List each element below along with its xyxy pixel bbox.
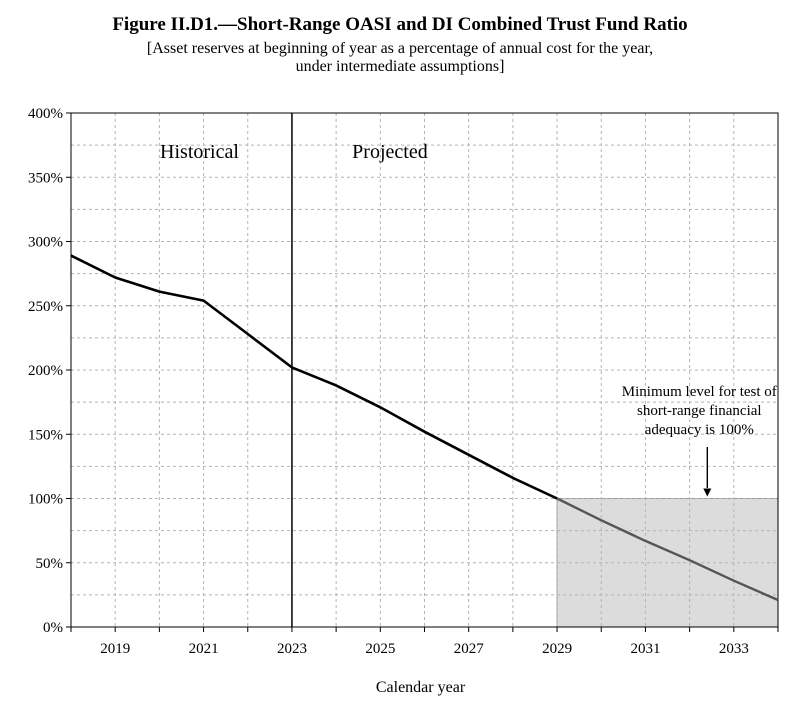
y-tick-label: 200% bbox=[28, 363, 63, 379]
annotation-line: adequacy is 100% bbox=[645, 422, 754, 438]
x-tick-label: 2023 bbox=[277, 641, 307, 657]
y-tick-label: 0% bbox=[43, 620, 63, 636]
annotation-line: short-range financial bbox=[637, 403, 762, 419]
projected-label: Projected bbox=[352, 141, 428, 163]
y-tick-label: 100% bbox=[28, 492, 63, 508]
x-axis-label: Calendar year bbox=[376, 679, 466, 696]
y-tick-label: 150% bbox=[28, 427, 63, 443]
x-tick-label: 2027 bbox=[454, 641, 485, 657]
trust-fund-ratio-line bbox=[70, 254, 558, 500]
threshold-annotation: Minimum level for test of short-range fin… bbox=[622, 384, 777, 497]
trust-fund-ratio-line-below-threshold bbox=[556, 497, 779, 602]
chart-subtitle: [Asset reserves at beginning of year as … bbox=[0, 40, 800, 76]
x-tick-label: 2033 bbox=[719, 641, 749, 657]
subtitle-line-2: under intermediate assumptions] bbox=[295, 58, 505, 75]
chart-title: Figure II.D1.—Short-Range OASI and DI Co… bbox=[112, 14, 688, 35]
x-tick-label: 2021 bbox=[189, 641, 219, 657]
y-tick-label: 50% bbox=[36, 556, 64, 572]
y-axis-ticks: 0% 50% 100% 150% 200% 250% 300% 350% 400% bbox=[28, 106, 71, 636]
x-tick-label: 2031 bbox=[630, 641, 660, 657]
subtitle-line-1: [Asset reserves at beginning of year as … bbox=[146, 40, 654, 57]
x-tick-label: 2019 bbox=[100, 641, 130, 657]
y-tick-label: 250% bbox=[28, 299, 63, 315]
annotation-line: Minimum level for test of bbox=[622, 384, 777, 400]
historical-label: Historical bbox=[160, 141, 239, 163]
y-tick-label: 350% bbox=[28, 170, 63, 186]
x-tick-label: 2029 bbox=[542, 641, 572, 657]
annotation-arrowhead bbox=[703, 488, 712, 497]
y-tick-label: 400% bbox=[28, 106, 63, 122]
y-tick-label: 300% bbox=[28, 235, 63, 251]
x-tick-label: 2025 bbox=[365, 641, 395, 657]
x-axis-ticks: 2019 2021 2023 2025 2027 2029 2031 2033 bbox=[70, 627, 779, 657]
